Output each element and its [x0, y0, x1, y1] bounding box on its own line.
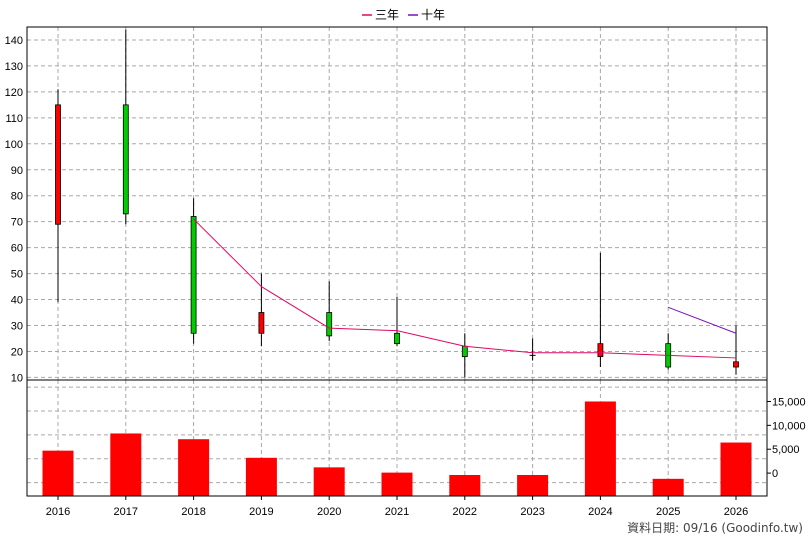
x-tick-label: 2023: [520, 506, 544, 518]
candle-body: [190, 216, 197, 334]
volume-bar: [313, 467, 345, 496]
candle-body: [461, 345, 468, 358]
volume-panel: 0 5,000 10,000 15,000: [26, 379, 806, 497]
y-tick-label: 80: [11, 191, 23, 203]
x-tick-label: 2016: [46, 506, 70, 518]
volume-bar: [381, 472, 413, 496]
y-tick-label: 20: [11, 346, 23, 358]
volume-bar: [517, 474, 549, 496]
volume-bar: [178, 439, 210, 496]
x-tick-label: 2020: [317, 506, 341, 518]
x-tick-label: 2025: [656, 506, 680, 518]
y-tick-label: 70: [11, 217, 23, 229]
price-panel: 10 20 30 40 50 60 70 80 90 100 110 120 130 140: [5, 26, 768, 384]
y-tick-label: 40: [11, 295, 23, 307]
volume-tick-label: 10,000: [772, 420, 806, 432]
y-tick-label: 60: [11, 243, 23, 255]
volume-bar: [720, 442, 752, 496]
volume-bar: [245, 457, 277, 496]
legend-label: 三年: [375, 8, 399, 22]
volume-tick-label: 0: [772, 468, 778, 480]
volume-tick-label: 5,000: [772, 444, 800, 456]
x-tick-label: 2019: [249, 506, 273, 518]
volume-bar: [584, 401, 616, 496]
series-line: [668, 306, 737, 334]
candle-body: [258, 312, 265, 334]
y-tick-label: 30: [11, 320, 23, 332]
candle-body: [326, 312, 333, 337]
x-tick-label: 2026: [724, 506, 748, 518]
candle-body: [597, 343, 604, 358]
candle-body: [394, 332, 400, 345]
x-tick-label: 2021: [385, 506, 409, 518]
series-line: [193, 218, 737, 359]
y-tick-label: 140: [5, 35, 23, 47]
volume-bar: [110, 433, 142, 496]
x-tick-label: 2024: [588, 506, 612, 518]
candle-body: [733, 361, 739, 368]
y-tick-label: 90: [11, 165, 23, 177]
y-tick-label: 130: [5, 61, 23, 73]
volume-tick-label: 15,000: [772, 396, 806, 408]
x-tick-label: 2022: [453, 506, 477, 518]
volume-bar: [652, 478, 684, 496]
legend: 三年 十年: [362, 8, 445, 22]
x-axis: 2016 2017 2018 2019 2020 2021 2022 2023 2024 2025…: [46, 496, 748, 518]
y-tick-label: 110: [5, 113, 23, 125]
legend-label: 十年: [421, 8, 445, 22]
y-tick-label: 50: [11, 269, 23, 281]
candle-body: [122, 104, 129, 215]
volume-bar: [449, 474, 481, 496]
candle-body: [55, 104, 61, 225]
footer-source: 資料日期: 09/16 (Goodinfo.tw): [627, 521, 803, 535]
volume-bar: [42, 450, 74, 496]
x-tick-label: 2018: [181, 506, 205, 518]
y-tick-label: 10: [11, 372, 23, 384]
y-tick-label: 100: [5, 139, 23, 151]
x-tick-label: 2017: [114, 506, 138, 518]
y-tick-label: 120: [5, 87, 23, 99]
